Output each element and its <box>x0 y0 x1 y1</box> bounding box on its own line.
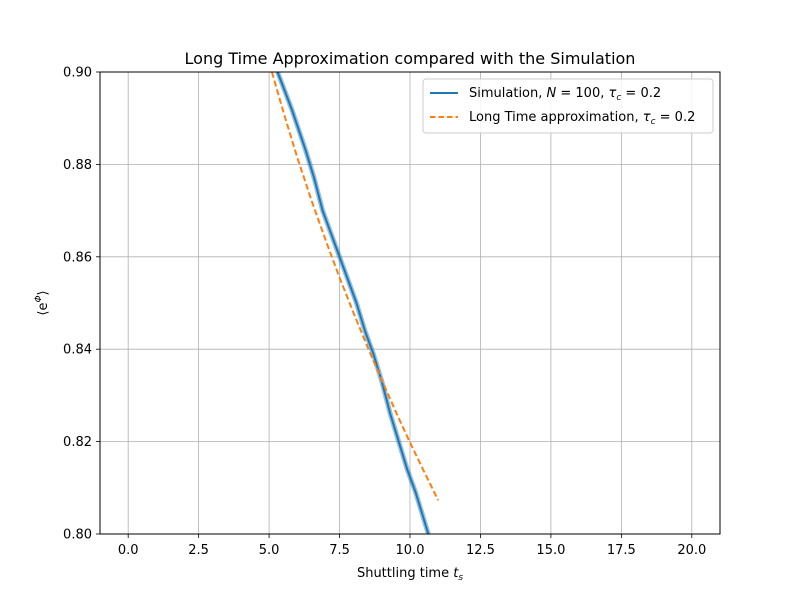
y-tick-label: 0.90 <box>63 66 92 81</box>
legend-box <box>422 78 714 134</box>
x-tick-label: 2.5 <box>188 543 209 558</box>
x-axis-title-sub: s <box>458 573 463 583</box>
x-axis-title: Shuttling time ts <box>357 566 463 583</box>
y-axis-title-sup: Φ <box>34 295 44 302</box>
y-tick-label: 0.82 <box>63 435 92 450</box>
x-tick-label: 10.0 <box>396 543 425 558</box>
y-axis-title-close: ⟩ <box>36 290 51 295</box>
y-tick-label: 0.84 <box>63 343 92 358</box>
x-tick-label: 17.5 <box>607 543 636 558</box>
x-tick-label: 12.5 <box>466 543 495 558</box>
x-axis-title-var: t <box>453 566 459 581</box>
x-tick-label: 7.5 <box>329 543 350 558</box>
y-axis-title-text: ⟨e <box>36 303 51 316</box>
x-tick-label: 0.0 <box>118 543 139 558</box>
grid <box>100 71 720 535</box>
x-tick-label: 15.0 <box>536 543 565 558</box>
series-line-long-time-approximation <box>270 72 440 501</box>
legend-label-simulation: Simulation, N = 100, τc = 0.2 <box>469 86 661 103</box>
chart-title: Long Time Approximation compared with th… <box>185 49 636 68</box>
series-line-simulation <box>276 72 430 534</box>
y-tick-label: 0.86 <box>63 250 92 265</box>
y-tick-label: 0.80 <box>63 528 92 543</box>
legend: Simulation, N = 100, τc = 0.2 Long Time … <box>422 78 714 134</box>
y-tick-label: 0.88 <box>63 158 92 173</box>
axis-ticks: 0.0 2.5 5.0 7.5 10.0 12.5 15.0 17.5 20.0 0.80 0.82… <box>63 66 706 559</box>
y-axis-title: ⟨eΦ⟩ <box>34 290 51 315</box>
x-axis-title-text: Shuttling time <box>357 566 453 581</box>
legend-label-long-time: Long Time approximation, τc = 0.2 <box>469 110 695 127</box>
x-tick-label: 5.0 <box>259 543 280 558</box>
x-tick-label: 20.0 <box>677 543 706 558</box>
series-layer <box>270 72 440 534</box>
